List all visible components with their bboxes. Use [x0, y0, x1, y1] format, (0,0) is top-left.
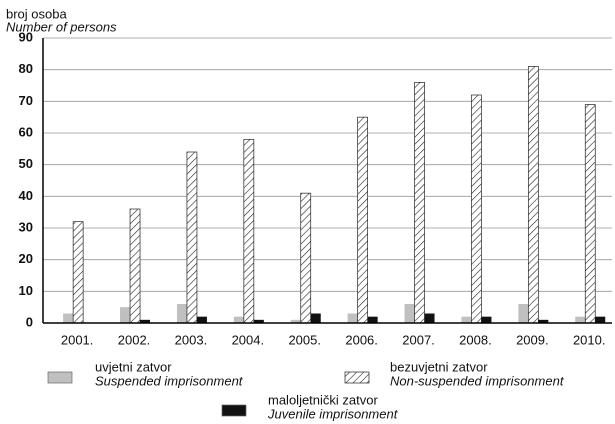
bar	[595, 316, 606, 323]
y-tick-label: 0	[26, 314, 33, 329]
bar	[471, 94, 482, 324]
y-tick-label: 30	[19, 219, 33, 234]
bar	[120, 307, 131, 323]
bar	[253, 319, 264, 323]
bar	[404, 304, 415, 323]
x-tick-label: 2005.	[288, 332, 321, 347]
legend-swatch	[221, 404, 247, 417]
bar	[575, 316, 586, 323]
x-tick-label: 2007.	[402, 332, 435, 347]
x-tick-label: 2006.	[345, 332, 378, 347]
bar	[414, 81, 425, 324]
x-tick-label: 2001.	[61, 332, 94, 347]
y-tick-label: 40	[19, 188, 33, 203]
y-label: broj osoba	[6, 6, 67, 21]
bar	[300, 192, 312, 324]
y-tick-label: 50	[19, 156, 33, 171]
bar	[186, 151, 198, 324]
bar	[461, 316, 472, 323]
bar	[243, 138, 255, 324]
legend-label-en: Suspended imprisonment	[95, 373, 244, 388]
bar	[424, 313, 435, 323]
legend-swatch	[47, 371, 73, 384]
bar	[290, 319, 301, 323]
bar	[527, 66, 539, 324]
x-tick-label: 2009.	[516, 332, 549, 347]
y-tick-label: 10	[19, 283, 33, 298]
x-tick-label: 2004.	[232, 332, 265, 347]
x-tick-label: 2003.	[175, 332, 208, 347]
x-tick-label: 2010.	[573, 332, 606, 347]
bar	[129, 208, 141, 324]
y-tick-label: 20	[19, 251, 33, 266]
legend-swatch	[344, 371, 370, 384]
y-tick-label: 60	[19, 124, 33, 139]
bar	[196, 316, 207, 323]
x-tick-label: 2008.	[459, 332, 492, 347]
y-tick-label: 70	[19, 93, 33, 108]
bar	[233, 316, 244, 323]
y-tick-label: 80	[19, 61, 33, 76]
y-tick-label: 90	[19, 29, 33, 44]
legend-label: bezuvjetni zatvor	[390, 359, 488, 374]
bar	[176, 304, 187, 323]
bar	[72, 221, 84, 324]
bar	[357, 116, 368, 324]
bar	[63, 313, 74, 323]
bar	[347, 313, 358, 323]
y-label-en: Number of persons	[6, 19, 117, 34]
bar	[367, 316, 378, 323]
legend-label-en: Juvenile imprisonment	[267, 406, 399, 421]
bar	[140, 319, 151, 323]
bar	[584, 104, 596, 324]
bar	[310, 313, 321, 323]
legend-label: maloljetnički zatvor	[268, 392, 378, 407]
x-tick-label: 2002.	[118, 332, 151, 347]
legend-label-en: Non-suspended imprisonment	[390, 373, 565, 388]
bar	[518, 304, 529, 323]
bar	[538, 319, 549, 323]
legend-label: uvjetni zatvor	[95, 359, 172, 374]
bar	[481, 316, 492, 323]
